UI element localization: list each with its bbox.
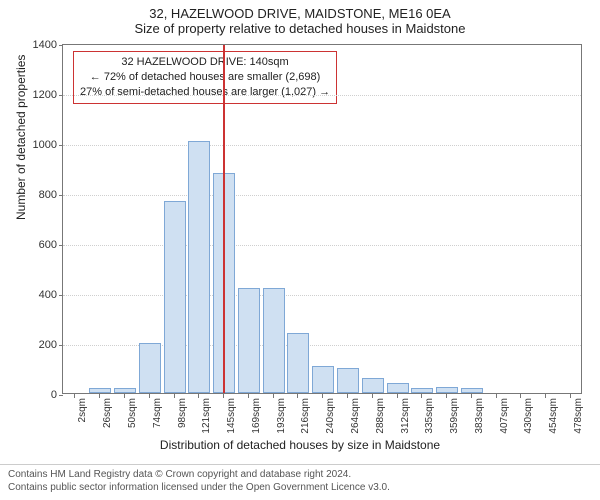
xtick-mark (99, 394, 100, 398)
xtick-mark (520, 394, 521, 398)
xtick-label: 193sqm (276, 398, 287, 434)
ytick-mark (59, 95, 63, 96)
xtick-label: 335sqm (424, 398, 435, 434)
gridline (63, 245, 581, 246)
page-title-line2: Size of property relative to detached ho… (0, 21, 600, 40)
xtick-mark (223, 394, 224, 398)
ytick-label: 1000 (27, 139, 57, 151)
histogram-bar (337, 368, 359, 393)
xtick-label: 478sqm (573, 398, 584, 434)
marker-line (223, 45, 225, 393)
ytick-label: 400 (27, 289, 57, 301)
annotation-line2: ← 72% of detached houses are smaller (2,… (90, 71, 321, 83)
xtick-mark (198, 394, 199, 398)
ytick-mark (59, 245, 63, 246)
xtick-label: 98sqm (177, 398, 188, 428)
xtick-label: 169sqm (251, 398, 262, 434)
xtick-mark (471, 394, 472, 398)
gridline (63, 195, 581, 196)
xtick-mark (570, 394, 571, 398)
histogram-bar (387, 383, 409, 393)
xtick-mark (174, 394, 175, 398)
xtick-mark (322, 394, 323, 398)
histogram-bar (436, 387, 458, 393)
xtick-mark (273, 394, 274, 398)
histogram-bar (263, 288, 285, 393)
plot-area: 32 HAZELWOOD DRIVE: 140sqm ← 72% of deta… (62, 44, 582, 394)
page-title-line1: 32, HAZELWOOD DRIVE, MAIDSTONE, ME16 0EA (0, 0, 600, 21)
xtick-mark (545, 394, 546, 398)
gridline (63, 295, 581, 296)
x-axis-label: Distribution of detached houses by size … (0, 438, 600, 452)
annotation-line1: 32 HAZELWOOD DRIVE: 140sqm (121, 56, 288, 68)
ytick-mark (59, 45, 63, 46)
xtick-label: 264sqm (350, 398, 361, 434)
xtick-label: 359sqm (449, 398, 460, 434)
ytick-mark (59, 295, 63, 296)
xtick-mark (397, 394, 398, 398)
ytick-label: 600 (27, 239, 57, 251)
histogram-bar (139, 343, 161, 393)
xtick-label: 50sqm (127, 398, 138, 428)
x-axis: 2sqm26sqm50sqm74sqm98sqm121sqm145sqm169s… (62, 394, 582, 424)
xtick-mark (297, 394, 298, 398)
xtick-label: 430sqm (523, 398, 534, 434)
histogram-bar (362, 378, 384, 393)
histogram-bar (89, 388, 111, 393)
histogram-bar (411, 388, 433, 393)
xtick-mark (248, 394, 249, 398)
xtick-mark (124, 394, 125, 398)
gridline (63, 95, 581, 96)
y-axis-label: Number of detached properties (14, 55, 28, 220)
chart-container: 32 HAZELWOOD DRIVE: 140sqm ← 72% of deta… (62, 44, 582, 424)
histogram-bar (461, 388, 483, 393)
xtick-label: 121sqm (201, 398, 212, 434)
ytick-label: 1400 (27, 39, 57, 51)
xtick-label: 312sqm (400, 398, 411, 434)
histogram-bar (164, 201, 186, 394)
xtick-label: 454sqm (548, 398, 559, 434)
ytick-label: 800 (27, 189, 57, 201)
footer-line1: Contains HM Land Registry data © Crown c… (8, 469, 592, 482)
histogram-bar (287, 333, 309, 393)
xtick-label: 240sqm (325, 398, 336, 434)
xtick-label: 2sqm (77, 398, 88, 422)
histogram-bar (312, 366, 334, 394)
footer-line2: Contains public sector information licen… (8, 482, 592, 495)
histogram-bar (238, 288, 260, 393)
ytick-mark (59, 145, 63, 146)
xtick-label: 74sqm (152, 398, 163, 428)
xtick-mark (421, 394, 422, 398)
footer: Contains HM Land Registry data © Crown c… (0, 464, 600, 500)
xtick-label: 383sqm (474, 398, 485, 434)
gridline (63, 145, 581, 146)
ytick-label: 1200 (27, 89, 57, 101)
xtick-label: 288sqm (375, 398, 386, 434)
xtick-mark (347, 394, 348, 398)
histogram-bar (114, 388, 136, 393)
ytick-mark (59, 195, 63, 196)
xtick-label: 26sqm (102, 398, 113, 428)
xtick-mark (149, 394, 150, 398)
xtick-mark (446, 394, 447, 398)
xtick-mark (74, 394, 75, 398)
ytick-label: 0 (27, 389, 57, 401)
xtick-label: 216sqm (300, 398, 311, 434)
xtick-mark (496, 394, 497, 398)
xtick-label: 145sqm (226, 398, 237, 434)
xtick-label: 407sqm (499, 398, 510, 434)
ytick-label: 200 (27, 339, 57, 351)
histogram-bar (188, 141, 210, 394)
xtick-mark (372, 394, 373, 398)
ytick-mark (59, 345, 63, 346)
